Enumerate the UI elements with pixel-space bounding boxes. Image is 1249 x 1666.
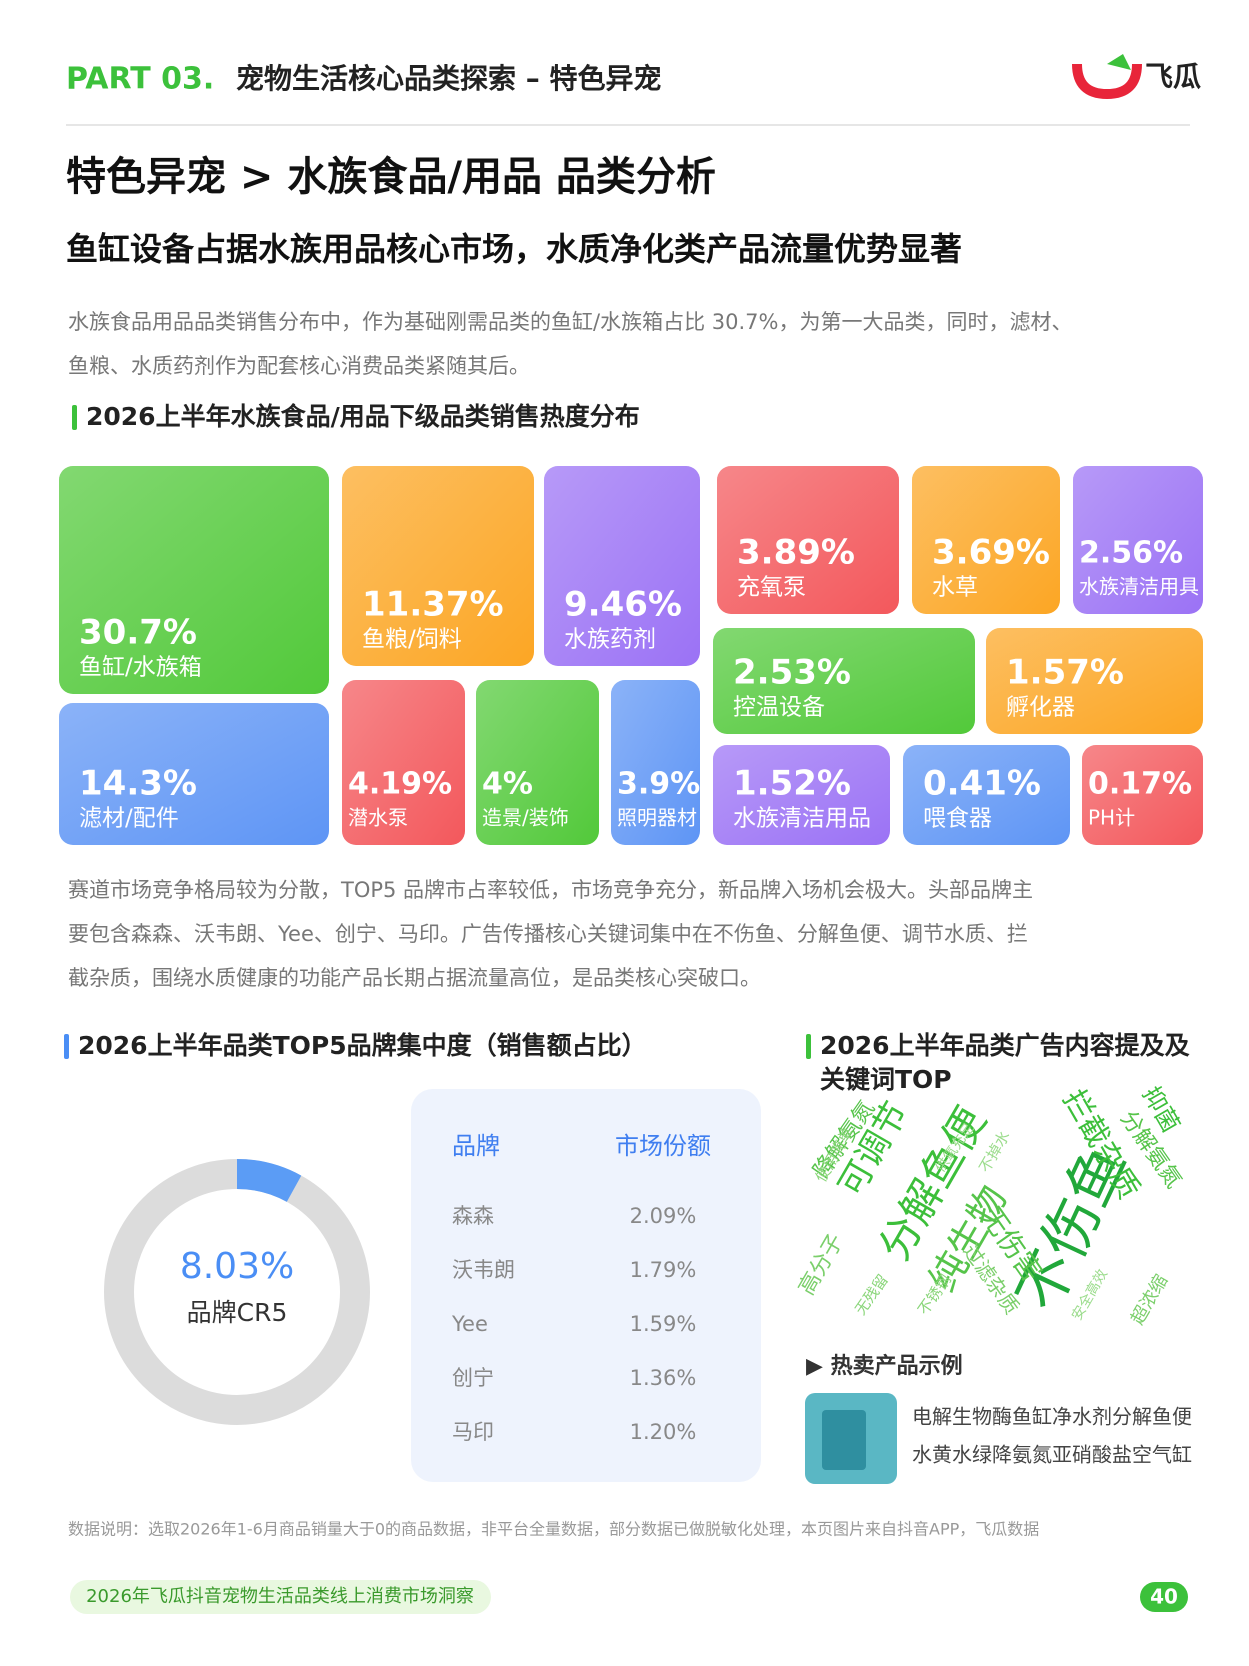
- cell-value: 0.17%: [1088, 767, 1192, 802]
- table-box: [411, 1089, 761, 1482]
- product-line: 水黄水绿降氨氮亚硝酸盐空气缸: [912, 1443, 1192, 1467]
- cell-label: 鱼缸/水族箱: [79, 655, 202, 681]
- cell-sheen: [1082, 745, 1203, 845]
- cell-label: 控温设备: [733, 695, 825, 721]
- table-cell: 创宁: [452, 1366, 494, 1390]
- cell-sheen: [544, 466, 700, 666]
- keyword: 无残留: [851, 1271, 892, 1318]
- page-number: 40: [1150, 1585, 1178, 1609]
- cell-value: 9.46%: [564, 585, 682, 625]
- table-header: 市场份额: [615, 1132, 711, 1160]
- part-label: PART 03.: [66, 62, 214, 97]
- table-header: 品牌: [452, 1132, 500, 1160]
- cell-sheen: [342, 466, 534, 666]
- donut-value: 8.03%: [180, 1246, 294, 1287]
- header-title: 宠物生活核心品类探索 – 特色异宠: [236, 62, 662, 95]
- keyword: 高分子: [794, 1230, 849, 1300]
- logo-leaf: [1107, 54, 1131, 70]
- table-cell: Yee: [451, 1312, 488, 1336]
- cell-value: 0.41%: [923, 764, 1041, 804]
- cell-sheen: [986, 628, 1203, 734]
- cell-value: 1.57%: [1006, 653, 1124, 693]
- cell-label: 照明器材: [617, 806, 697, 830]
- cell-sheen: [476, 680, 599, 845]
- cell-label: 孵化器: [1006, 695, 1075, 721]
- product-line: 电解生物酶鱼缸净水剂分解鱼便: [912, 1405, 1192, 1429]
- cell-value: 3.89%: [737, 533, 855, 573]
- cell-sheen: [342, 680, 465, 845]
- cell-label: 喂食器: [923, 806, 992, 832]
- logo-text: 飞瓜: [1145, 60, 1201, 93]
- cell-value: 2.56%: [1079, 536, 1183, 571]
- donut-track: [104, 1159, 370, 1425]
- cell-value: 1.52%: [733, 764, 851, 804]
- cell-value: 4%: [482, 767, 533, 802]
- table-cell: 森森: [452, 1204, 494, 1228]
- cell-sheen: [717, 466, 899, 614]
- keyword: 超浓缩: [1127, 1271, 1172, 1328]
- footer-note: 数据说明：选取2026年1-6月商品销量大于0的商品数据，非平台全量数据，部分数…: [68, 1520, 1039, 1539]
- cell-value: 3.69%: [932, 533, 1050, 573]
- cell-sheen: [611, 680, 700, 845]
- cell-sheen: [912, 466, 1060, 614]
- cell-label: 充氧泵: [737, 575, 806, 601]
- intro-line: 水族食品用品品类销售分布中，作为基础刚需品类的鱼缸/水族箱占比 30.7%，为第…: [68, 310, 1072, 334]
- intro-line: 鱼粮、水质药剂作为配套核心消费品类紧随其后。: [68, 354, 530, 378]
- subheading: 鱼缸设备占据水族用品核心市场，水质净化类产品流量优势显著: [66, 230, 962, 268]
- treemap-title: 2026上半年水族食品/用品下级品类销售热度分布: [86, 402, 640, 431]
- keywords-title: 关键词TOP: [820, 1065, 952, 1094]
- analysis-line: 截杂质，围绕水质健康的功能产品长期占据流量高位，是品类核心突破口。: [68, 966, 761, 990]
- donut-arc: [236, 1159, 302, 1203]
- table-cell: 1.59%: [630, 1312, 697, 1336]
- table-cell: 2.09%: [630, 1204, 697, 1228]
- hot-title: ▶ 热卖产品示例: [806, 1353, 963, 1379]
- cell-label: 水族药剂: [564, 627, 656, 653]
- cell-label: 潜水泵: [348, 806, 408, 830]
- table-cell: 1.20%: [630, 1420, 697, 1444]
- cell-value: 14.3%: [79, 764, 197, 804]
- table-cell: 马印: [452, 1420, 494, 1444]
- table-cell: 沃韦朗: [452, 1258, 515, 1282]
- cell-label: 水族清洁用具: [1079, 575, 1199, 599]
- cell-label: 造景/装饰: [482, 806, 569, 830]
- table-cell: 1.36%: [630, 1366, 697, 1390]
- section-bar: [64, 1034, 69, 1059]
- section-bar: [806, 1034, 811, 1059]
- cell-sheen: [903, 745, 1070, 845]
- heading: 特色异宠 > 水族食品/用品 品类分析: [66, 154, 716, 200]
- cell-label: PH计: [1088, 806, 1135, 830]
- concentration-title: 2026上半年品类TOP5品牌集中度（销售额占比）: [78, 1031, 647, 1060]
- keywords-title: 2026上半年品类广告内容提及及: [820, 1031, 1190, 1060]
- footer-report: 2026年飞瓜抖音宠物生活品类线上消费市场洞察: [86, 1586, 474, 1607]
- analysis-line: 要包含森森、沃韦朗、Yee、创宁、马印。广告传播核心关键词集中在不伤鱼、分解鱼便…: [68, 922, 1028, 946]
- cell-sheen: [713, 745, 890, 845]
- cell-label: 滤材/配件: [79, 806, 179, 832]
- product-image-detail: [822, 1410, 866, 1470]
- cell-sheen: [1073, 466, 1203, 614]
- footer-pill: [70, 1580, 491, 1614]
- cell-value: 30.7%: [79, 613, 197, 653]
- cell-value: 11.37%: [362, 585, 504, 625]
- cell-label: 水族清洁用品: [733, 806, 871, 832]
- treemap: 30.7%鱼缸/水族箱 11.37%鱼粮/饲料 9.46%水族药剂 3.89%充氧泵 3…: [59, 466, 1203, 845]
- cell-sheen: [59, 703, 329, 845]
- cell-label: 鱼粮/饲料: [362, 627, 462, 653]
- cell-value: 4.19%: [348, 767, 452, 802]
- section-bar: [72, 405, 77, 430]
- cell-sheen: [59, 466, 329, 694]
- analysis-line: 赛道市场竞争格局较为分散，TOP5 品牌市占率较低，市场竞争充分，新品牌入场机会…: [68, 878, 1033, 902]
- cell-value: 3.9%: [617, 767, 700, 802]
- page-pill: [1140, 1582, 1188, 1612]
- donut-chart: [104, 1159, 370, 1425]
- donut-caption: 品牌CR5: [187, 1298, 288, 1327]
- cell-value: 2.53%: [733, 653, 851, 693]
- logo-mark: [1072, 63, 1142, 100]
- cell-label: 水草: [932, 575, 978, 601]
- cell-sheen: [713, 628, 975, 734]
- table-cell: 1.79%: [630, 1258, 697, 1282]
